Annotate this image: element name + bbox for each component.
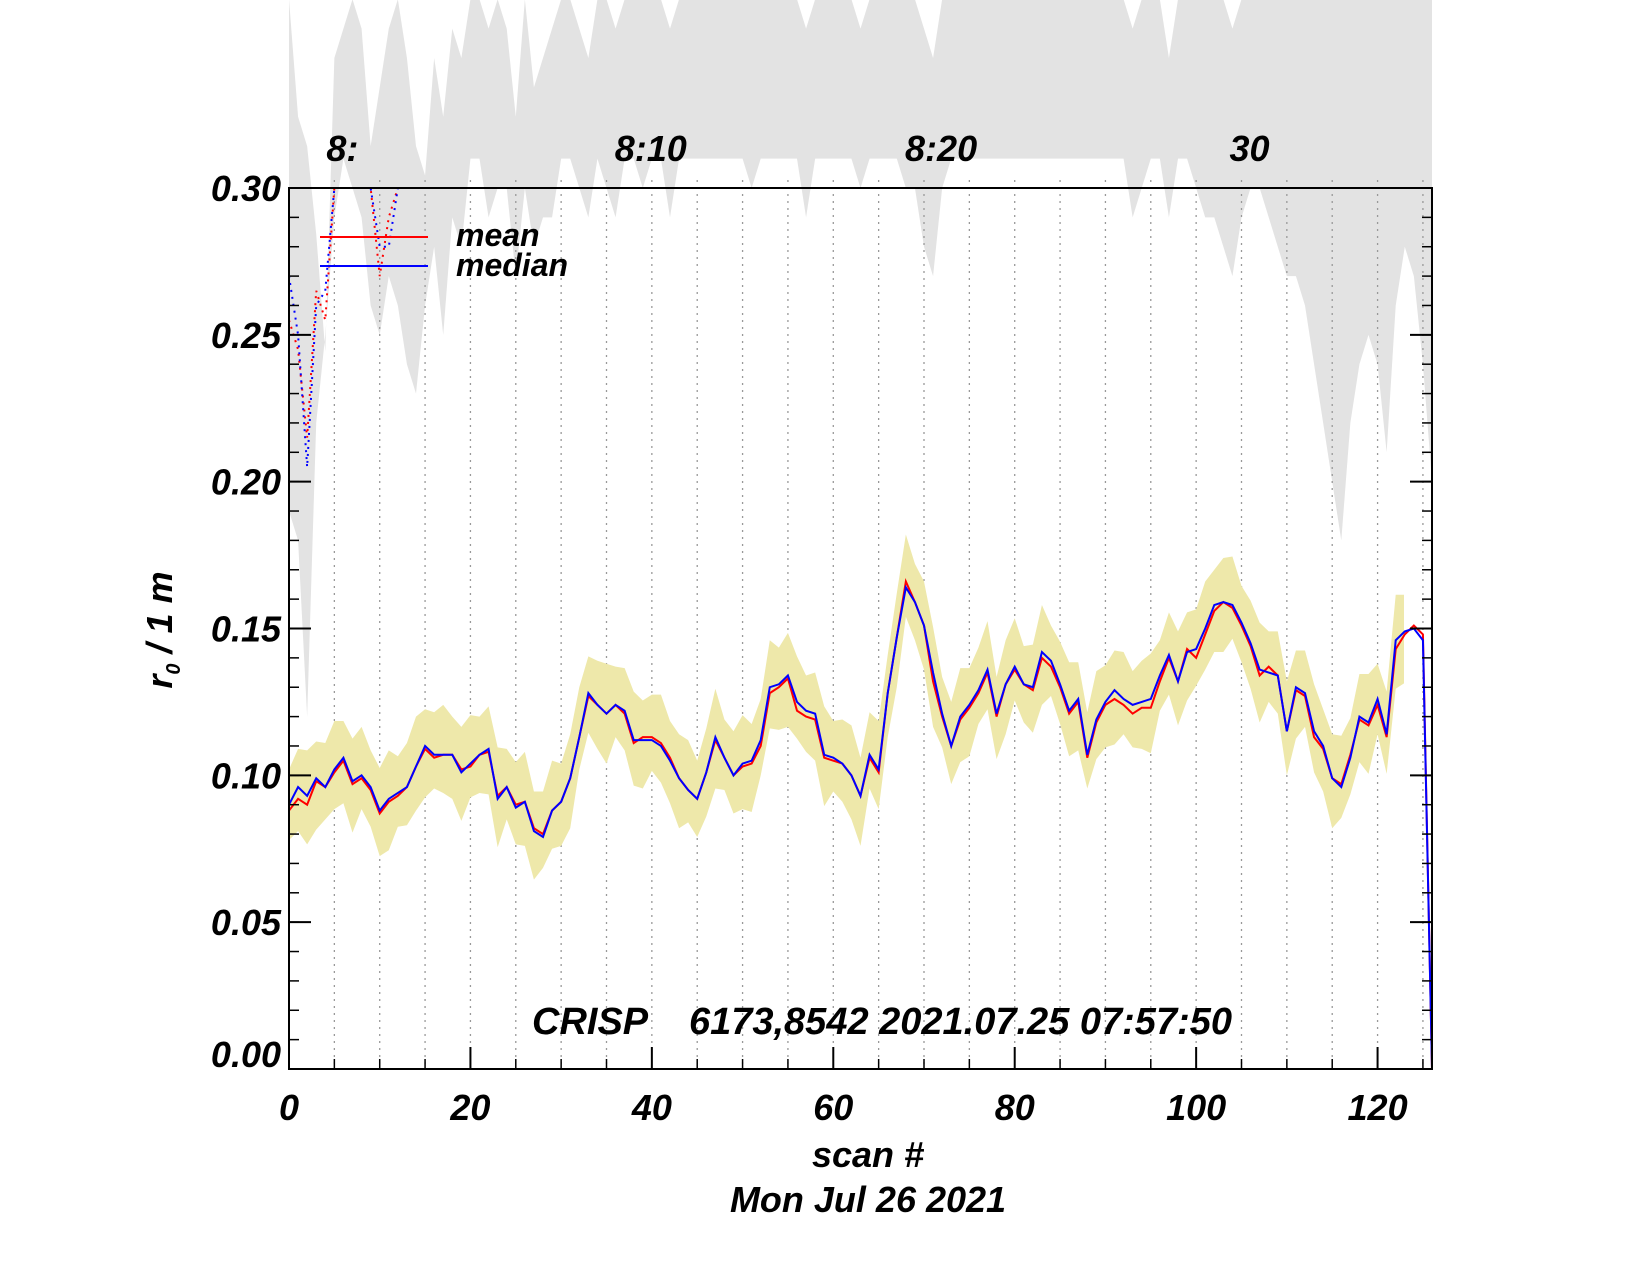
y-axis-title-rest: / 1 m: [139, 571, 180, 663]
x-tick-label: 60: [813, 1087, 853, 1128]
time-label: 8:10: [615, 128, 687, 169]
x-tick-label: 80: [995, 1087, 1035, 1128]
time-axis-labels: 8:10 8:20 30 8:: [326, 128, 1269, 169]
legend-mean-label: mean: [456, 217, 540, 253]
y-tick-label: 0.30: [211, 168, 281, 209]
upper-uncertainty-band: [289, 0, 1432, 717]
y-tick-label: 0.25: [211, 315, 282, 356]
uncertainty-band: [289, 534, 1404, 880]
series-lines: [288, 578, 1433, 1070]
time-label: 8:: [326, 128, 358, 169]
y-axis-title-base: r: [139, 673, 180, 689]
y-axis-title-subscript: 0: [163, 663, 185, 674]
x-tick-label: 100: [1166, 1087, 1226, 1128]
vertical-gridlines: [333, 180, 1424, 1069]
x-axis-subtitle: Mon Jul 26 2021: [730, 1179, 1006, 1220]
y-tick-label: 0.20: [211, 462, 281, 503]
x-tick-label: 20: [449, 1087, 490, 1128]
y-tick-label: 0.15: [211, 609, 282, 650]
upper-band-area: [289, 0, 1432, 717]
y-tick-label: 0.00: [211, 1034, 281, 1075]
time-label: 30: [1229, 128, 1269, 169]
chart-annotation: CRISP 6173,8542 2021.07.25 07:57:50: [532, 1001, 1232, 1043]
x-tick-labels: 0 20 40 60 80 100 120: [279, 1087, 1408, 1128]
x-tick-label: 0: [279, 1087, 299, 1128]
x-tick-label: 120: [1348, 1087, 1408, 1128]
series-line-median: [288, 584, 1433, 1070]
plot-frame: [288, 187, 1433, 1070]
band-area: [289, 534, 1404, 880]
y-tick-label: 0.05: [211, 902, 282, 943]
y-tick-label: 0.10: [211, 755, 281, 796]
x-axis-title: scan #: [812, 1134, 924, 1175]
legend: mean median: [320, 217, 568, 283]
x-tick-label: 40: [631, 1087, 672, 1128]
y-axis-title: r0 / 1 m: [139, 571, 185, 688]
time-label: 8:20: [905, 128, 977, 169]
legend-median-label: median: [456, 247, 568, 283]
y-tick-labels: 0.00 0.05 0.10 0.15 0.20 0.25 0.30: [211, 168, 282, 1075]
mean-dotted-line: [288, 187, 399, 438]
